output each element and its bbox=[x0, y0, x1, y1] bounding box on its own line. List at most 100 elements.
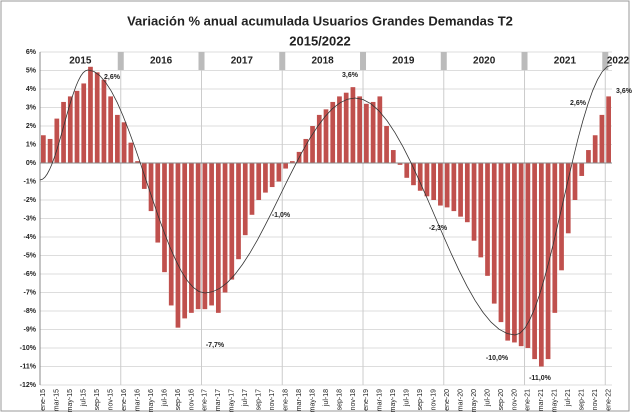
year-label: 2019 bbox=[392, 56, 415, 67]
year-separator-band bbox=[440, 52, 447, 70]
year-label: 2020 bbox=[473, 56, 496, 67]
bar bbox=[599, 114, 605, 163]
bar bbox=[545, 163, 551, 360]
bar bbox=[215, 163, 221, 313]
bar bbox=[532, 163, 537, 360]
x-tick-label: jul-16 bbox=[161, 389, 168, 407]
x-tick-label: ene-20 bbox=[444, 389, 451, 411]
bar bbox=[182, 163, 188, 319]
bar bbox=[263, 163, 268, 193]
bar bbox=[438, 163, 443, 206]
y-tick-label: -8% bbox=[24, 308, 37, 315]
bar bbox=[384, 126, 389, 163]
trend-curve bbox=[39, 64, 613, 336]
y-tick-label: -3% bbox=[24, 215, 37, 222]
bar bbox=[94, 72, 100, 163]
bar bbox=[269, 163, 275, 188]
year-separator-band bbox=[279, 52, 286, 70]
bar bbox=[222, 163, 228, 293]
x-tick-label: jul-19 bbox=[404, 389, 411, 407]
bar bbox=[444, 163, 450, 208]
year-label: 2016 bbox=[150, 56, 173, 67]
bar bbox=[229, 163, 235, 280]
bar bbox=[88, 66, 93, 163]
y-tick-label: -9% bbox=[24, 326, 37, 333]
x-tick-label: sep-15 bbox=[94, 389, 101, 411]
bar bbox=[579, 163, 585, 176]
y-tick-label: -6% bbox=[24, 271, 37, 278]
x-tick-label: sep-17 bbox=[256, 389, 263, 411]
x-tick-label: sep-16 bbox=[175, 389, 182, 411]
bar bbox=[209, 163, 214, 306]
y-tick-label: -7% bbox=[24, 289, 37, 296]
y-tick-label: 2% bbox=[26, 123, 37, 130]
bar bbox=[54, 118, 60, 163]
x-tick-label: may-18 bbox=[309, 389, 316, 412]
x-tick-label: ene-22 bbox=[605, 389, 612, 411]
bar bbox=[283, 163, 288, 169]
x-tick-label: nov-21 bbox=[592, 389, 599, 411]
bar bbox=[431, 163, 437, 200]
y-tick-label: -10% bbox=[20, 345, 37, 352]
bar bbox=[417, 163, 423, 191]
bar bbox=[276, 163, 282, 182]
bar bbox=[471, 163, 477, 241]
x-tick-label: sep-21 bbox=[579, 389, 586, 411]
bar bbox=[128, 142, 134, 163]
bar bbox=[108, 96, 114, 163]
y-tick-label: 1% bbox=[26, 141, 37, 148]
bar bbox=[370, 101, 376, 163]
bar bbox=[115, 114, 120, 163]
x-tick-label: ene-16 bbox=[121, 389, 128, 411]
y-tick-label: -1% bbox=[24, 178, 37, 185]
bar bbox=[135, 161, 140, 163]
x-tick-label: may-16 bbox=[148, 389, 155, 412]
annotation: 3,6% bbox=[616, 88, 633, 95]
bar bbox=[592, 135, 598, 163]
annotation: -10,0% bbox=[486, 355, 509, 362]
x-tick-label: mar-18 bbox=[296, 389, 303, 411]
year-separator-band bbox=[521, 52, 528, 70]
y-tick-label: 0% bbox=[26, 160, 37, 167]
x-tick-label: may-15 bbox=[67, 389, 74, 412]
bar bbox=[377, 96, 383, 163]
bar bbox=[397, 163, 403, 165]
y-tick-label: -4% bbox=[24, 234, 37, 241]
bar bbox=[390, 150, 396, 163]
bar bbox=[498, 163, 504, 323]
year-label: 2021 bbox=[554, 56, 577, 67]
y-tick-label: -11% bbox=[20, 363, 37, 370]
x-tick-label: mar-17 bbox=[215, 389, 222, 411]
x-tick-label: may-21 bbox=[552, 389, 559, 412]
bar bbox=[61, 101, 66, 163]
x-tick-label: ene-21 bbox=[525, 389, 532, 411]
bar bbox=[303, 138, 309, 163]
annotation: 3,6% bbox=[342, 72, 359, 79]
bar bbox=[202, 163, 208, 310]
year-separator-band bbox=[602, 52, 609, 70]
year-separator-band bbox=[360, 52, 367, 70]
bar bbox=[491, 163, 497, 304]
year-label: 2017 bbox=[231, 56, 254, 67]
bar bbox=[41, 135, 46, 163]
bar bbox=[310, 126, 315, 163]
bar bbox=[74, 90, 80, 163]
bar bbox=[559, 163, 564, 271]
x-tick-label: ene-17 bbox=[202, 389, 209, 411]
bar bbox=[256, 163, 262, 200]
bar bbox=[316, 114, 322, 163]
bar bbox=[121, 122, 127, 163]
bar bbox=[343, 92, 349, 163]
y-tick-label: 6% bbox=[26, 49, 37, 56]
bar bbox=[81, 83, 87, 163]
bar bbox=[249, 163, 255, 215]
bar bbox=[518, 163, 524, 347]
bar bbox=[464, 163, 470, 223]
bar bbox=[101, 79, 107, 163]
x-tick-label: sep-20 bbox=[498, 389, 505, 411]
x-tick-label: mar-15 bbox=[54, 389, 61, 411]
x-tick-label: jul-15 bbox=[81, 389, 88, 407]
x-tick-label: nov-17 bbox=[269, 389, 276, 411]
bar bbox=[67, 96, 73, 163]
